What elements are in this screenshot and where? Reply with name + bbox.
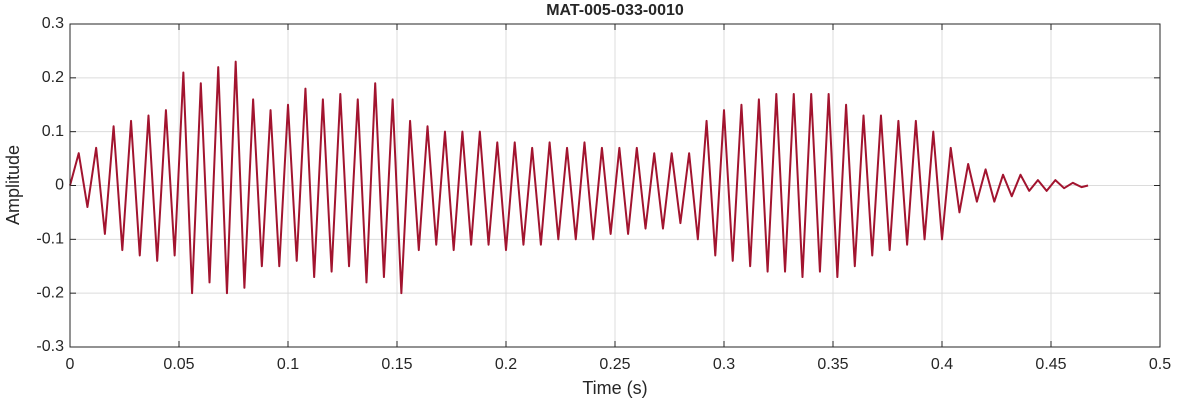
x-tick-label: 0.25 [599,356,630,373]
y-tick-label: -0.2 [36,284,64,301]
waveform-line [69,60,1089,295]
plot-frame [69,23,1161,348]
y-tick-label: 0.3 [42,15,64,32]
y-tick-label: 0 [55,177,64,194]
x-tick-label: 0 [66,356,75,373]
x-tick-label: 0.1 [277,356,299,373]
x-tick-label: 0.15 [381,356,412,373]
x-tick-label: 0.4 [931,356,953,373]
y-tick-label: -0.1 [36,231,64,248]
x-tick-label: 0.2 [495,356,517,373]
x-tick-label: 0.05 [163,356,194,373]
y-axis-label: Amplitude [3,145,23,225]
x-tick-label: 0.35 [817,356,848,373]
chart-title: MAT-005-033-0010 [546,2,684,19]
x-axis-label: Time (s) [582,378,647,398]
x-tick-label: 0.5 [1149,356,1171,373]
y-tick-label: 0.2 [42,69,64,86]
y-tick-label: 0.1 [42,123,64,140]
x-tick-label: 0.45 [1035,356,1066,373]
x-tick-label: 0.3 [713,356,735,373]
y-tick-label: -0.3 [36,338,64,355]
